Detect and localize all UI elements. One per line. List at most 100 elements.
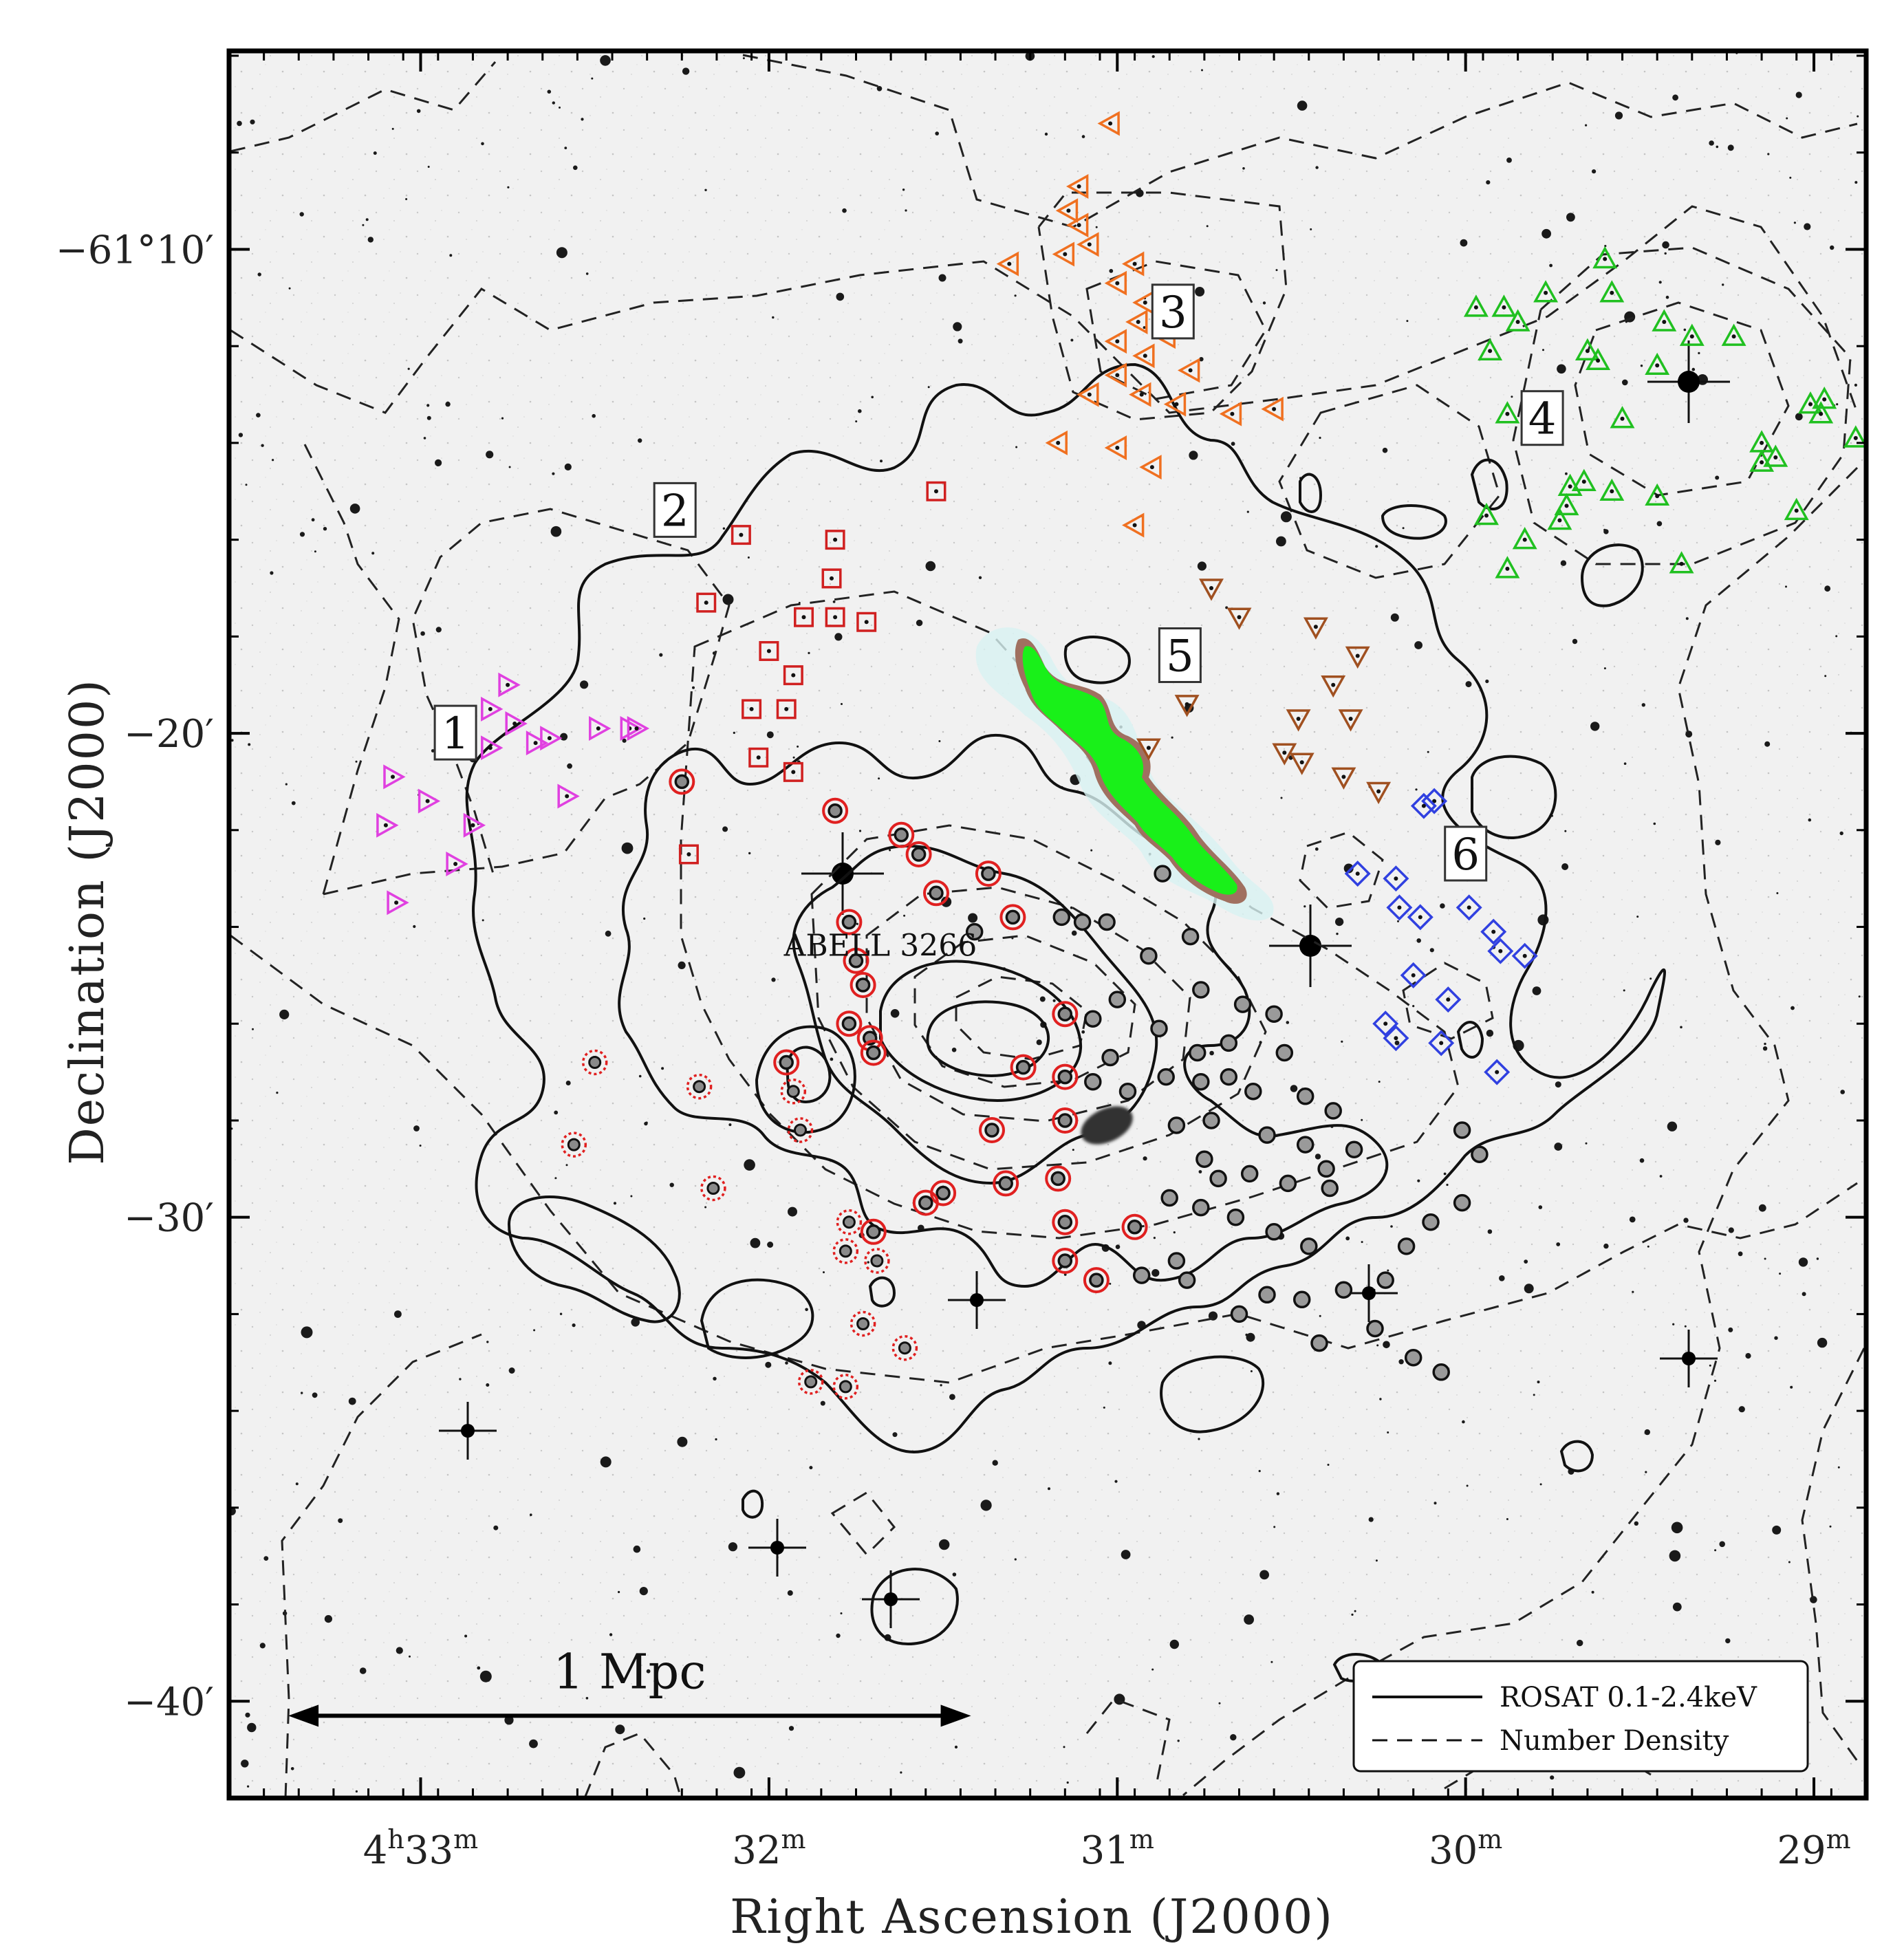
bright-star xyxy=(770,1541,784,1555)
field-star xyxy=(1716,145,1719,149)
field-star xyxy=(677,1436,688,1447)
group-3-member-core xyxy=(1077,184,1081,188)
field-star xyxy=(855,420,858,423)
field-star xyxy=(771,977,776,982)
field-star xyxy=(1443,1172,1447,1176)
field-star xyxy=(1039,996,1046,1002)
field-star xyxy=(426,415,431,420)
group-4-member-core xyxy=(1488,349,1493,354)
field-star xyxy=(371,552,375,555)
field-star xyxy=(880,459,883,463)
density-contour-12 xyxy=(680,590,1460,1240)
field-star xyxy=(407,367,410,370)
field-star xyxy=(980,1500,992,1511)
field-star xyxy=(299,532,305,537)
field-star xyxy=(938,274,946,282)
field-star xyxy=(728,1123,732,1127)
core-member-red-dotted xyxy=(561,1132,587,1158)
group-5-member-core xyxy=(1348,717,1353,721)
field-star xyxy=(241,1760,249,1768)
group-4-member xyxy=(1575,338,1600,360)
field-star xyxy=(486,1341,489,1343)
scale-bar: 1 Mpc xyxy=(288,1643,971,1727)
core-member xyxy=(1240,1165,1259,1183)
group-2-member-core xyxy=(833,537,838,542)
group-4-member-core xyxy=(1557,518,1562,523)
field-star xyxy=(1044,132,1048,136)
field-star xyxy=(1669,1550,1681,1562)
core-member-red-ring xyxy=(1052,1063,1079,1090)
field-star xyxy=(1427,750,1429,753)
field-star xyxy=(533,1329,536,1332)
x-tick-label: 4h33m xyxy=(363,1824,478,1873)
radio-relic-core xyxy=(1022,646,1237,895)
core-member-red-ring-inner xyxy=(1057,1253,1073,1268)
xray-contour-8 xyxy=(507,1195,681,1323)
field-star xyxy=(324,1615,332,1623)
field-star xyxy=(285,783,288,786)
group-2-member xyxy=(748,747,769,768)
field-star xyxy=(744,1159,755,1171)
sky-background xyxy=(229,51,1866,1798)
group-5-member-core xyxy=(1282,750,1287,755)
field-star xyxy=(481,142,484,146)
field-star xyxy=(600,55,611,66)
group-2-member xyxy=(821,568,842,589)
core-member-red-ring-inner xyxy=(1057,1214,1073,1230)
field-star xyxy=(1368,1517,1374,1522)
field-star xyxy=(373,151,377,155)
field-star xyxy=(1683,328,1687,332)
group-2-member-core xyxy=(833,615,838,620)
group-6-member-core xyxy=(1446,997,1451,1002)
group-5-label: 5 xyxy=(1166,631,1194,682)
field-star xyxy=(1603,667,1606,670)
group-6-member-core xyxy=(1522,953,1527,958)
field-star xyxy=(1857,115,1859,118)
group-3-member xyxy=(1104,435,1127,460)
core-member-red-ring-inner xyxy=(841,914,857,930)
core-member-red-ring xyxy=(1052,1209,1079,1235)
field-star xyxy=(733,731,735,734)
legend-entry-number-density: Number Density xyxy=(1500,1725,1729,1757)
field-star xyxy=(646,1669,651,1674)
field-star xyxy=(1394,1040,1400,1046)
group-5-member xyxy=(1174,695,1200,717)
field-star xyxy=(1727,144,1734,151)
field-star xyxy=(1614,111,1623,120)
field-star xyxy=(409,1655,411,1658)
group-3-member-core xyxy=(1132,523,1137,528)
legend: ROSAT 0.1-2.4keV Number Density xyxy=(1352,1660,1809,1773)
field-star xyxy=(1817,1337,1828,1348)
xray-contour-17 xyxy=(870,1568,959,1646)
core-member-red-dotted xyxy=(686,1073,713,1100)
group-1-member xyxy=(620,716,642,741)
field-star xyxy=(416,109,421,113)
group-5-member xyxy=(1286,709,1311,732)
group-2-member-core xyxy=(704,600,708,605)
field-star xyxy=(1764,1257,1766,1260)
field-star xyxy=(1258,1470,1261,1473)
core-member-red-ring xyxy=(836,909,863,935)
field-star xyxy=(591,77,594,80)
field-star xyxy=(585,272,589,275)
group-2-member xyxy=(696,592,717,613)
group-6-member-core xyxy=(1397,905,1402,910)
bright-star xyxy=(884,1592,898,1606)
field-star xyxy=(1577,1639,1583,1647)
field-star xyxy=(581,118,584,121)
field-star xyxy=(1604,245,1607,248)
field-star xyxy=(1303,905,1306,908)
field-star xyxy=(486,1383,490,1387)
group-4-member xyxy=(1798,391,1823,414)
group-4-member-core xyxy=(1484,513,1489,518)
density-contour-4 xyxy=(230,934,1858,1384)
field-star xyxy=(1242,167,1245,170)
group-1-member xyxy=(540,726,563,751)
group-1-label-box xyxy=(433,704,477,761)
group-3-member xyxy=(1219,401,1242,426)
core-member-red-ring-inner xyxy=(1127,1220,1143,1235)
field-star xyxy=(968,913,978,923)
rosat-xray-contours xyxy=(465,362,1666,1682)
field-star xyxy=(1840,1090,1845,1094)
field-star xyxy=(413,924,416,929)
